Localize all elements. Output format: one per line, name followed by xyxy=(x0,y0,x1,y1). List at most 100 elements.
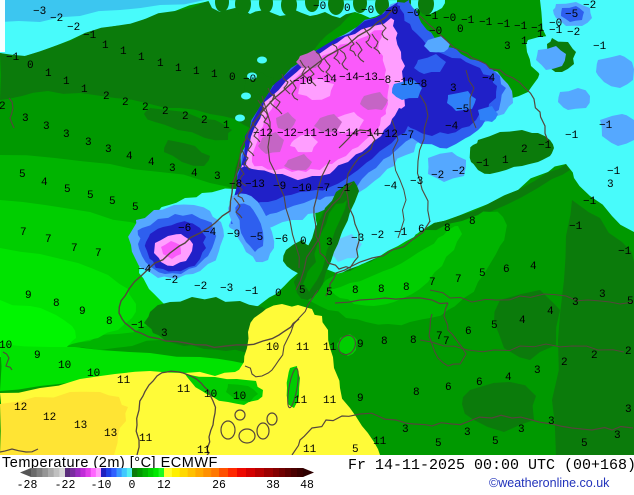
svg-text:1: 1 xyxy=(157,58,164,70)
svg-text:7: 7 xyxy=(429,277,436,289)
svg-text:−4: −4 xyxy=(384,181,398,193)
svg-text:−2: −2 xyxy=(371,230,384,242)
svg-text:8: 8 xyxy=(53,298,60,310)
svg-text:9: 9 xyxy=(357,393,364,405)
svg-text:8: 8 xyxy=(403,282,410,294)
svg-text:1: 1 xyxy=(63,76,70,88)
svg-text:5: 5 xyxy=(109,196,116,208)
svg-text:−1: −1 xyxy=(245,286,259,298)
svg-text:13: 13 xyxy=(104,428,117,440)
svg-text:1: 1 xyxy=(502,155,509,167)
svg-text:−9: −9 xyxy=(227,229,240,241)
svg-text:−2: −2 xyxy=(567,27,580,39)
svg-text:−12: −12 xyxy=(253,128,273,140)
svg-text:−14: −14 xyxy=(360,128,380,140)
svg-text:6: 6 xyxy=(503,264,510,276)
svg-text:5: 5 xyxy=(326,287,333,299)
svg-text:1: 1 xyxy=(537,29,544,41)
svg-text:−13: −13 xyxy=(318,128,338,140)
svg-text:−2: −2 xyxy=(452,166,465,178)
svg-text:38: 38 xyxy=(266,479,280,490)
svg-text:−8: −8 xyxy=(229,179,242,191)
svg-text:48: 48 xyxy=(300,479,314,490)
svg-text:8: 8 xyxy=(378,284,385,296)
svg-text:8: 8 xyxy=(444,223,451,235)
svg-text:9: 9 xyxy=(25,290,32,302)
svg-text:−13: −13 xyxy=(358,72,378,84)
svg-text:−2: −2 xyxy=(50,13,63,25)
svg-text:3: 3 xyxy=(450,83,457,95)
svg-text:2: 2 xyxy=(0,101,6,113)
svg-text:1: 1 xyxy=(45,68,52,80)
svg-text:−6: −6 xyxy=(178,223,191,235)
svg-text:−4: −4 xyxy=(138,264,152,276)
svg-text:−2: −2 xyxy=(67,22,80,34)
svg-text:9: 9 xyxy=(79,306,86,318)
svg-text:-28: -28 xyxy=(17,479,38,490)
svg-text:−1: −1 xyxy=(514,21,528,33)
svg-text:11: 11 xyxy=(303,444,317,456)
svg-text:3: 3 xyxy=(214,171,221,183)
svg-text:−13: −13 xyxy=(245,179,265,191)
svg-text:−1: −1 xyxy=(425,11,439,23)
svg-text:11: 11 xyxy=(139,433,153,445)
svg-text:3: 3 xyxy=(85,137,92,149)
svg-text:7: 7 xyxy=(436,331,443,343)
svg-text:−10: −10 xyxy=(394,77,414,89)
svg-text:−1: −1 xyxy=(549,25,563,37)
svg-text:0: 0 xyxy=(457,24,464,36)
svg-text:10: 10 xyxy=(233,391,246,403)
svg-text:−1: −1 xyxy=(394,227,408,239)
svg-text:−0: −0 xyxy=(443,13,456,25)
svg-text:−5: −5 xyxy=(250,232,263,244)
svg-text:12: 12 xyxy=(43,412,56,424)
svg-text:-22: -22 xyxy=(55,479,76,490)
svg-text:−0: −0 xyxy=(243,74,256,86)
svg-text:11: 11 xyxy=(197,445,211,457)
svg-text:3: 3 xyxy=(607,179,614,191)
svg-text:11: 11 xyxy=(323,342,337,354)
svg-text:−14: −14 xyxy=(339,72,359,84)
svg-text:©weatheronline.co.uk: ©weatheronline.co.uk xyxy=(489,476,610,490)
svg-text:−1: −1 xyxy=(599,120,613,132)
svg-text:−1: −1 xyxy=(583,196,597,208)
svg-text:3: 3 xyxy=(614,430,621,442)
svg-text:5: 5 xyxy=(19,169,26,181)
svg-text:Fr 14-11-2025 00:00 UTC (00+16: Fr 14-11-2025 00:00 UTC (00+168) xyxy=(348,457,634,474)
svg-text:7: 7 xyxy=(20,227,27,239)
svg-text:2: 2 xyxy=(201,115,208,127)
svg-text:5: 5 xyxy=(479,268,486,280)
svg-text:−3: −3 xyxy=(220,283,233,295)
svg-text:−1: −1 xyxy=(593,41,607,53)
svg-text:5: 5 xyxy=(581,438,588,450)
svg-text:9: 9 xyxy=(357,339,364,351)
svg-text:−1: −1 xyxy=(83,30,97,42)
svg-text:4: 4 xyxy=(530,261,537,273)
svg-text:11: 11 xyxy=(177,384,191,396)
svg-text:4: 4 xyxy=(547,306,554,318)
svg-text:13: 13 xyxy=(74,420,87,432)
svg-text:3: 3 xyxy=(105,144,112,156)
svg-text:1: 1 xyxy=(211,69,218,81)
svg-text:4: 4 xyxy=(148,157,155,169)
svg-text:−1: −1 xyxy=(337,183,351,195)
svg-text:1: 1 xyxy=(223,120,230,132)
svg-text:6: 6 xyxy=(445,382,452,394)
svg-text:26: 26 xyxy=(212,479,226,490)
svg-text:7: 7 xyxy=(71,243,78,255)
svg-text:5: 5 xyxy=(352,444,359,456)
svg-text:5: 5 xyxy=(64,184,71,196)
svg-text:12: 12 xyxy=(14,402,27,414)
svg-text:-10: -10 xyxy=(91,479,112,490)
svg-text:5: 5 xyxy=(87,190,94,202)
svg-text:1: 1 xyxy=(81,84,88,96)
svg-text:11: 11 xyxy=(296,342,310,354)
svg-text:1: 1 xyxy=(102,40,109,52)
svg-text:2: 2 xyxy=(162,106,169,118)
svg-text:−10: −10 xyxy=(293,76,313,88)
svg-text:5: 5 xyxy=(492,436,499,448)
svg-text:10: 10 xyxy=(266,342,279,354)
svg-text:−4: −4 xyxy=(482,73,496,85)
svg-text:7: 7 xyxy=(45,234,52,246)
svg-text:4: 4 xyxy=(505,372,512,384)
